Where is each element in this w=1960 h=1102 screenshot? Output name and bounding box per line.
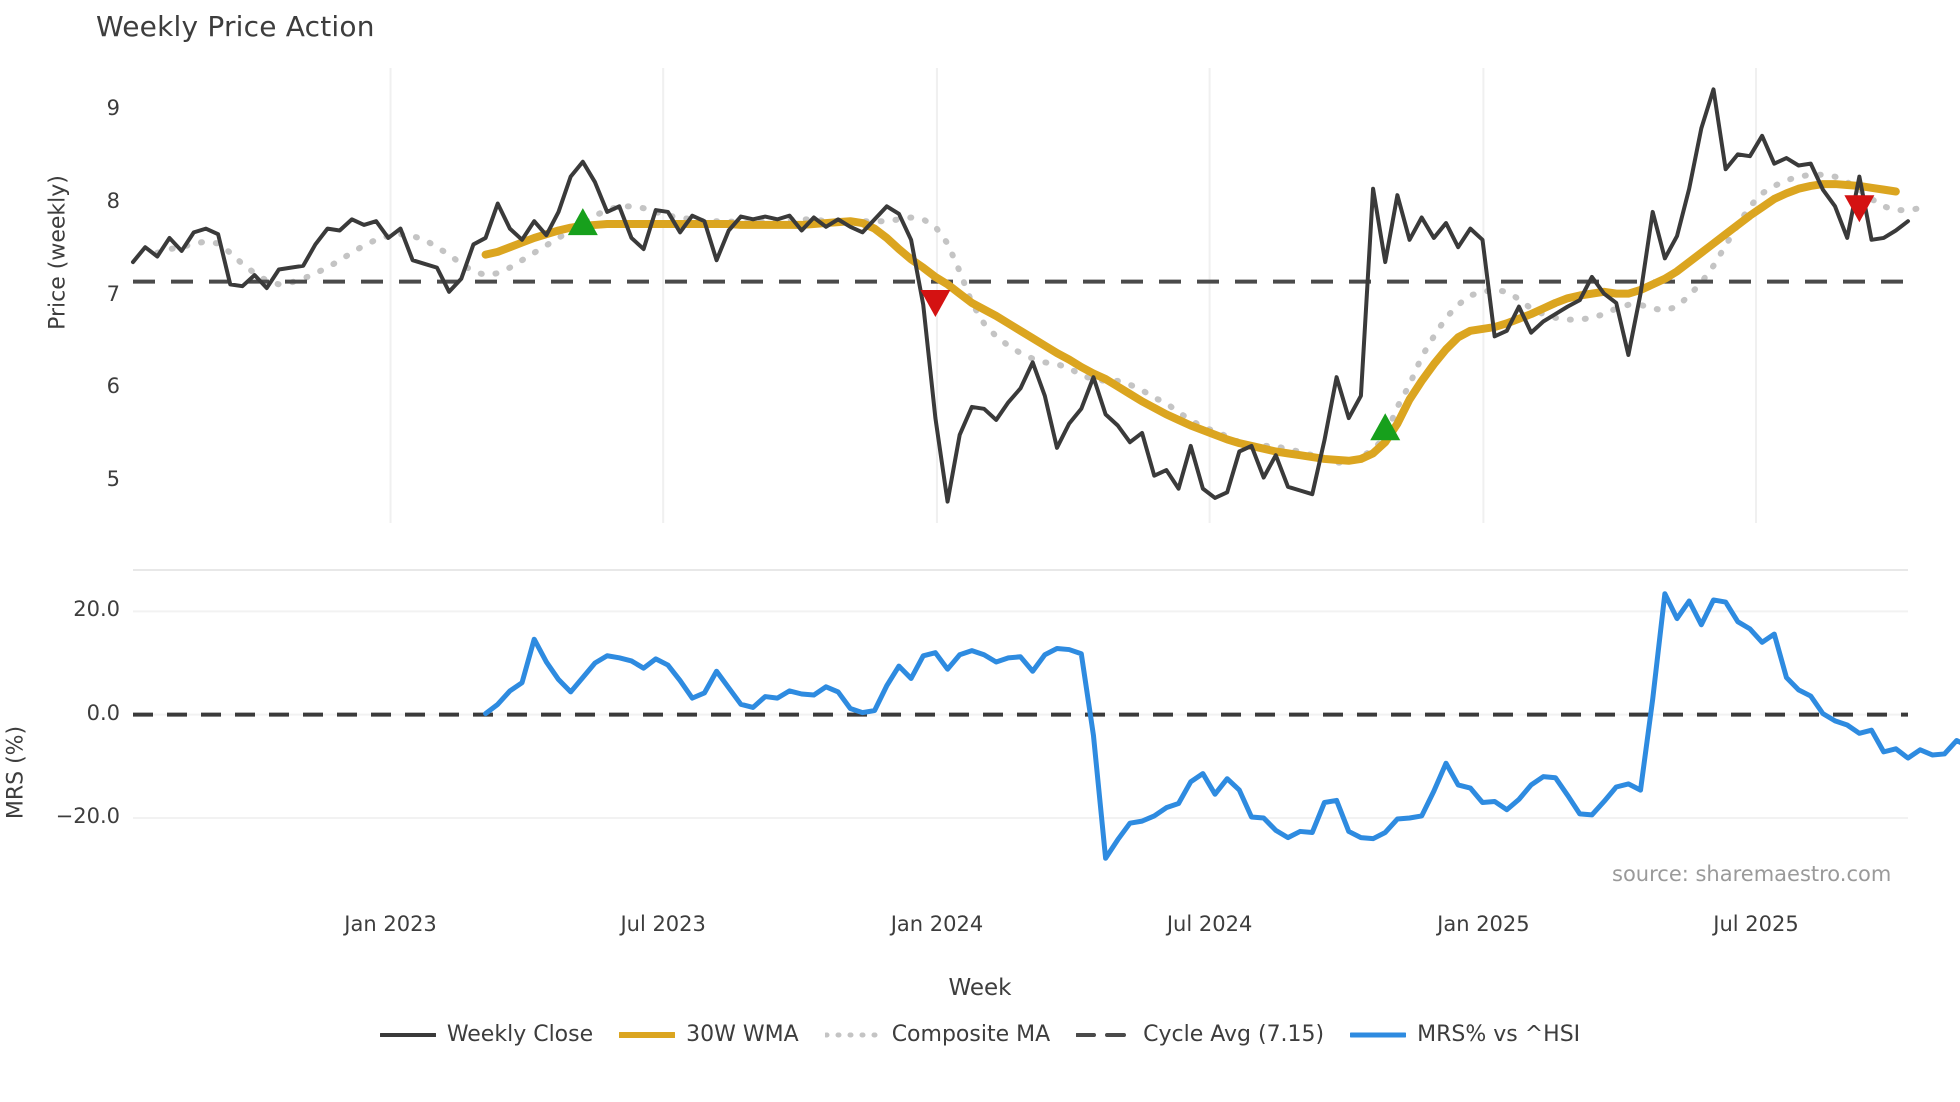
x-tick-label: Jul 2023 xyxy=(620,912,706,936)
x-axis-label: Week xyxy=(948,975,1012,1001)
buy-signal-marker xyxy=(567,208,598,236)
buy-signal-marker xyxy=(1370,413,1401,441)
mrs-line xyxy=(483,591,1960,861)
legend-swatch-icon xyxy=(824,1027,881,1043)
wma-line xyxy=(481,180,1900,465)
legend-item-label: Composite MA xyxy=(891,1022,1051,1047)
chart-legend: Weekly Close 30W WMA Composite MA Cycle Avg… xyxy=(0,1022,1960,1047)
legend-item-label: Weekly Close xyxy=(446,1022,594,1047)
sell-signal-marker xyxy=(920,290,951,317)
page-title: Weekly Price Action xyxy=(96,10,375,43)
legend-item[interactable]: 30W WMA xyxy=(619,1022,799,1047)
legend-swatch-icon xyxy=(1350,1027,1407,1043)
x-tick-label: Jan 2025 xyxy=(1437,912,1530,936)
mrs-y-tick-label: 20.0 xyxy=(73,597,120,622)
composite-ma-line xyxy=(154,171,1924,466)
mrs-y-tick-label: −20.0 xyxy=(55,804,120,828)
price-y-tick-label: 5 xyxy=(106,467,120,492)
legend-swatch-icon xyxy=(1076,1027,1133,1043)
x-tick-label: Jul 2024 xyxy=(1166,912,1253,936)
price-y-tick-label: 9 xyxy=(106,95,120,120)
price-y-tick-label: 8 xyxy=(106,188,120,213)
price-y-ticks: 5 6 7 8 9 xyxy=(58,0,120,700)
legend-item-label: 30W WMA xyxy=(686,1022,799,1047)
legend-item-label: MRS% vs ^HSI xyxy=(1417,1022,1581,1047)
legend-item[interactable]: Weekly Close xyxy=(379,1022,594,1047)
legend-item[interactable]: Cycle Avg (7.15) xyxy=(1076,1022,1324,1047)
sell-signal-marker xyxy=(1844,195,1875,223)
x-tick-label: Jan 2024 xyxy=(890,912,984,936)
weekly-close-line xyxy=(131,87,1910,504)
legend-item-label: Cycle Avg (7.15) xyxy=(1143,1022,1325,1047)
mrs-y-tick-label: 0.0 xyxy=(86,700,120,725)
price-y-tick-label: 6 xyxy=(106,374,120,399)
legend-swatch-icon xyxy=(379,1027,436,1043)
legend-item[interactable]: Composite MA xyxy=(824,1022,1051,1047)
x-tick-label: Jul 2025 xyxy=(1713,912,1799,936)
mrs-y-ticks: 20.0 0.0 −20.0 xyxy=(10,0,120,900)
legend-swatch-icon xyxy=(619,1027,676,1043)
legend-item[interactable]: MRS% vs ^HSI xyxy=(1350,1022,1580,1047)
source-watermark: source: sharemaestro.com xyxy=(1612,862,1892,886)
price-y-tick-label: 7 xyxy=(106,281,120,306)
x-tick-label: Jan 2023 xyxy=(344,912,437,936)
